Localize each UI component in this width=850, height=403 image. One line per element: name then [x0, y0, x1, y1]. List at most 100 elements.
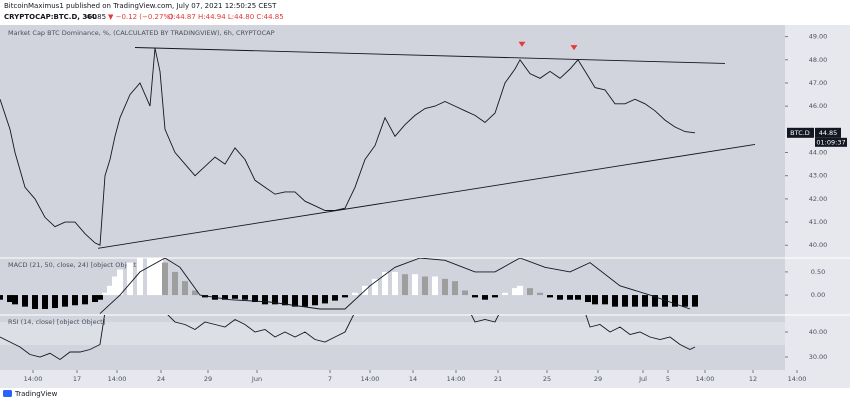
- histogram-bar: [192, 290, 198, 296]
- histogram-bar: [262, 295, 268, 305]
- histogram-bar: [352, 292, 358, 296]
- footer: TradingView: [14, 390, 58, 398]
- y-tick-label: 30.00: [809, 353, 828, 361]
- histogram-bar: [182, 281, 188, 296]
- x-tick-label: 24: [157, 375, 165, 383]
- histogram-bar: [52, 295, 58, 309]
- histogram-bar: [672, 295, 678, 307]
- y-tick-label: 43.00: [809, 172, 828, 180]
- histogram-bar: [612, 295, 618, 307]
- x-tick-label: 29: [594, 375, 602, 383]
- histogram-bar: [152, 258, 158, 296]
- histogram-bar: [117, 269, 123, 296]
- histogram-bar: [172, 271, 178, 296]
- histogram-bar: [82, 295, 88, 305]
- histogram-bar: [7, 295, 13, 303]
- histogram-bar: [102, 292, 108, 296]
- x-tick-label: 14:00: [24, 375, 43, 383]
- histogram-bar: [662, 295, 668, 307]
- pane: [0, 41, 756, 249]
- histogram-bar: [312, 295, 318, 306]
- publisher: BitcoinMaximus1 published on TradingView…: [4, 2, 277, 10]
- histogram-bar: [157, 258, 163, 296]
- y-tick-label: 40.00: [809, 241, 828, 249]
- histogram-bar: [452, 281, 458, 296]
- histogram-bar: [602, 295, 608, 305]
- histogram-bar: [652, 295, 658, 307]
- trendline: [97, 143, 756, 249]
- x-tick-label: Jul: [638, 375, 647, 383]
- signal-line: [99, 258, 691, 314]
- histogram-bar: [547, 295, 553, 298]
- x-tick-label: 14:00: [108, 375, 127, 383]
- histogram-bar: [272, 295, 278, 305]
- time-axis-bg: [0, 370, 850, 388]
- symbol-box: [787, 127, 814, 138]
- series-line: [0, 48, 696, 246]
- histogram-bar: [492, 295, 498, 298]
- histogram-bar: [222, 295, 228, 300]
- histogram-bar: [282, 295, 288, 306]
- histogram-bar: [392, 271, 398, 296]
- histogram-bar: [432, 276, 438, 296]
- histogram-bar: [42, 295, 48, 309]
- histogram-bar: [512, 288, 518, 296]
- histogram-bar: [442, 278, 448, 296]
- y-tick-label: 40.00: [809, 328, 828, 336]
- histogram-bar: [97, 295, 103, 300]
- histogram-bar: [137, 258, 143, 296]
- x-tick-label: 12: [749, 375, 757, 383]
- pane-title: MACD (21, 50, close, 24) [object Object]: [8, 261, 139, 269]
- y-tick-label: 42.00: [809, 195, 828, 203]
- ohlc: O:44.87 H:44.94 L:44.80 C:44.85: [168, 13, 284, 21]
- price-box: [815, 127, 841, 138]
- x-tick-label: 14:00: [447, 375, 466, 383]
- y-tick-label: 46.00: [809, 102, 828, 110]
- rsi-band: [0, 322, 785, 345]
- histogram-bar: [12, 295, 18, 305]
- symbol-label: BTC.D: [790, 129, 810, 137]
- histogram-bar: [622, 295, 628, 307]
- histogram-bar: [682, 295, 688, 307]
- histogram-bar: [472, 295, 478, 298]
- y-tick-label: 0.50: [811, 268, 825, 276]
- y-tick-label: 0.00: [811, 291, 825, 299]
- y-tick-label: 49.00: [809, 33, 828, 41]
- histogram-bar: [502, 292, 508, 296]
- histogram-bar: [642, 295, 648, 307]
- series-line: [0, 315, 696, 361]
- histogram-bar: [462, 290, 468, 296]
- logo: [3, 390, 12, 397]
- histogram-bar: [147, 258, 153, 296]
- histogram-bar: [162, 262, 168, 296]
- histogram-bar: [575, 295, 581, 300]
- x-tick-label: 5: [666, 375, 670, 383]
- histogram-bar: [517, 285, 523, 296]
- pane-bg: [0, 25, 785, 370]
- histogram-bar: [557, 295, 563, 300]
- y-tick-label: 41.00: [809, 218, 828, 226]
- histogram-bar: [382, 271, 388, 296]
- x-tick-label: 7: [328, 375, 332, 383]
- histogram-bar: [107, 285, 113, 296]
- x-tick-label: 14:00: [696, 375, 715, 383]
- histogram-bar: [592, 295, 598, 305]
- histogram-bar: [242, 295, 248, 300]
- histogram-bar: [72, 295, 78, 306]
- x-tick-label: 29: [204, 375, 212, 383]
- histogram-bar: [22, 295, 28, 307]
- header-bg: [0, 0, 850, 25]
- marker: [518, 41, 526, 47]
- change: ▼ −0.12 (−0.27%): [108, 13, 173, 21]
- histogram-bar: [332, 295, 338, 301]
- histogram-bar: [372, 278, 378, 296]
- histogram-bar: [692, 295, 698, 307]
- x-tick-label: 14:00: [788, 375, 807, 383]
- histogram-bar: [302, 295, 308, 307]
- histogram-bar: [585, 295, 591, 303]
- symbol: CRYPTOCAP:BTC.D, 360: [4, 13, 97, 21]
- histogram-bar: [32, 295, 38, 309]
- histogram-bar: [537, 292, 543, 296]
- histogram-bar: [92, 295, 98, 303]
